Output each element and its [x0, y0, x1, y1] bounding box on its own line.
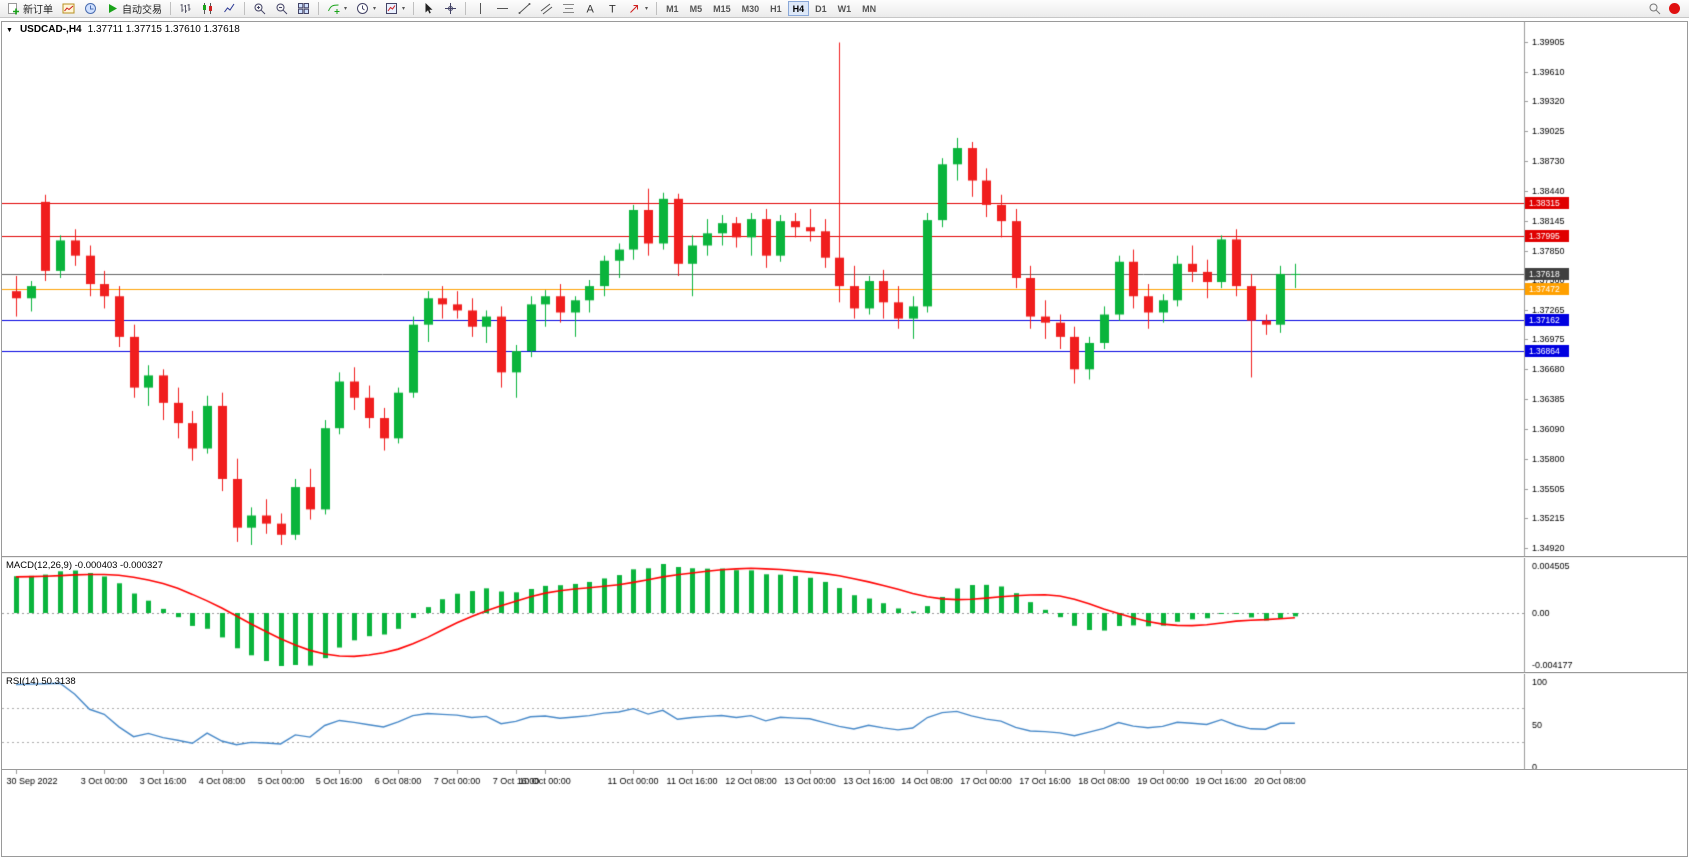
- zoom-in-icon: [253, 2, 266, 15]
- dropdown-caret-icon: ▾: [402, 6, 406, 12]
- autotrading-icon: [106, 2, 119, 15]
- chart-symbol-period: USDCAD-,H4: [19, 24, 82, 35]
- cursor-button[interactable]: [418, 1, 439, 17]
- macd-panel: MACD(12,26,9) -0.000403 -0.000327: [2, 558, 1687, 672]
- toolbar-separator: [656, 2, 658, 15]
- arrows-icon: [628, 2, 641, 15]
- toolbar-separator: [244, 2, 245, 15]
- new-order-button[interactable]: 新订单: [3, 1, 57, 17]
- zoom-in-button[interactable]: [249, 1, 270, 17]
- panel-divider[interactable]: [2, 556, 1687, 558]
- tile-windows-button[interactable]: [293, 1, 314, 17]
- rsi-canvas[interactable]: [2, 674, 1687, 769]
- panel-divider[interactable]: [2, 672, 1687, 674]
- trendline-button[interactable]: [514, 1, 535, 17]
- horizontal-line-icon: [496, 2, 509, 15]
- cursor-icon: [422, 2, 435, 15]
- price-chart-canvas[interactable]: [2, 22, 1687, 556]
- text-icon: A: [584, 2, 597, 16]
- timeframe-group: M1 M5 M15 M30 H1 H4 D1 W1 MN: [661, 1, 881, 16]
- periods-button[interactable]: ▾: [352, 1, 380, 17]
- timeframe-m1-button[interactable]: M1: [661, 1, 684, 16]
- macd-label: MACD(12,26,9) -0.000403 -0.000327: [6, 560, 163, 571]
- toolbar-separator: [318, 2, 319, 15]
- new-chart-button[interactable]: [58, 1, 79, 17]
- notification-badge[interactable]: [1669, 3, 1680, 14]
- horizontal-line-button[interactable]: [492, 1, 513, 17]
- collapse-triangle-icon[interactable]: ▼: [6, 27, 13, 34]
- timeframe-m30-button[interactable]: M30: [737, 1, 765, 16]
- main-toolbar: 新订单 自动交易: [0, 0, 1689, 18]
- label-icon: T: [606, 2, 619, 16]
- macd-canvas[interactable]: [2, 558, 1687, 672]
- crosshair-icon: [444, 2, 457, 15]
- profiles-icon: [84, 2, 97, 15]
- tile-windows-icon: [297, 2, 310, 15]
- label-button[interactable]: T: [602, 1, 623, 17]
- timeframe-m15-button[interactable]: M15: [708, 1, 736, 16]
- rsi-label: RSI(14) 50.3138: [6, 676, 76, 687]
- chart-window: ▼ USDCAD-,H4 1.37711 1.37715 1.37610 1.3…: [1, 21, 1688, 857]
- text-button[interactable]: A: [580, 1, 601, 17]
- search-button[interactable]: [1644, 1, 1665, 17]
- fibonacci-button[interactable]: [558, 1, 579, 17]
- bar-chart-button[interactable]: [175, 1, 196, 17]
- vertical-line-button[interactable]: [470, 1, 491, 17]
- indicators-icon: [327, 2, 340, 15]
- svg-text:T: T: [609, 4, 616, 16]
- periods-icon: [356, 2, 369, 15]
- autotrading-button[interactable]: 自动交易: [102, 1, 166, 17]
- new-chart-icon: [62, 2, 75, 15]
- timeframe-d1-button[interactable]: D1: [810, 1, 832, 16]
- channel-button[interactable]: [536, 1, 557, 17]
- timeframe-w1-button[interactable]: W1: [833, 1, 857, 16]
- toolbar-separator: [413, 2, 415, 15]
- line-chart-button[interactable]: [219, 1, 240, 17]
- svg-text:A: A: [587, 4, 595, 16]
- new-order-label: 新订单: [23, 5, 53, 16]
- profiles-button[interactable]: [80, 1, 101, 17]
- candlestick-chart-button[interactable]: [197, 1, 218, 17]
- dropdown-caret-icon: ▾: [344, 6, 348, 12]
- dropdown-caret-icon: ▾: [373, 6, 377, 12]
- price-chart-panel: ▼ USDCAD-,H4 1.37711 1.37715 1.37610 1.3…: [2, 22, 1687, 556]
- toolbar-separator: [465, 2, 467, 15]
- bar-chart-icon: [179, 2, 192, 15]
- zoom-out-icon: [275, 2, 288, 15]
- dropdown-caret-icon: ▾: [645, 6, 649, 12]
- line-chart-icon: [223, 2, 236, 15]
- channel-icon: [540, 2, 553, 15]
- arrows-button[interactable]: ▾: [624, 1, 652, 17]
- timeframe-h1-button[interactable]: H1: [765, 1, 787, 16]
- timeframe-m5-button[interactable]: M5: [685, 1, 708, 16]
- toolbar-separator: [170, 2, 171, 15]
- zoom-out-button[interactable]: [271, 1, 292, 17]
- candlestick-chart-icon: [201, 2, 214, 15]
- timeframe-h4-button[interactable]: H4: [787, 1, 810, 16]
- search-icon: [1648, 2, 1661, 15]
- fibonacci-icon: [562, 2, 575, 15]
- rsi-panel: RSI(14) 50.3138: [2, 674, 1687, 769]
- chart-ohlc-values: 1.37711 1.37715 1.37610 1.37618: [87, 24, 240, 35]
- chart-header: ▼ USDCAD-,H4 1.37711 1.37715 1.37610 1.3…: [6, 24, 240, 35]
- time-axis[interactable]: [2, 769, 1687, 790]
- trendline-icon: [518, 2, 531, 15]
- templates-button[interactable]: ▾: [381, 1, 409, 17]
- crosshair-button[interactable]: [440, 1, 461, 17]
- time-axis-canvas[interactable]: [2, 770, 1687, 790]
- vertical-line-icon: [474, 2, 487, 15]
- templates-icon: [385, 2, 398, 15]
- timeframe-mn-button[interactable]: MN: [857, 1, 881, 16]
- autotrading-label: 自动交易: [122, 5, 162, 16]
- indicators-button[interactable]: ▾: [323, 1, 351, 17]
- new-order-icon: [7, 2, 20, 15]
